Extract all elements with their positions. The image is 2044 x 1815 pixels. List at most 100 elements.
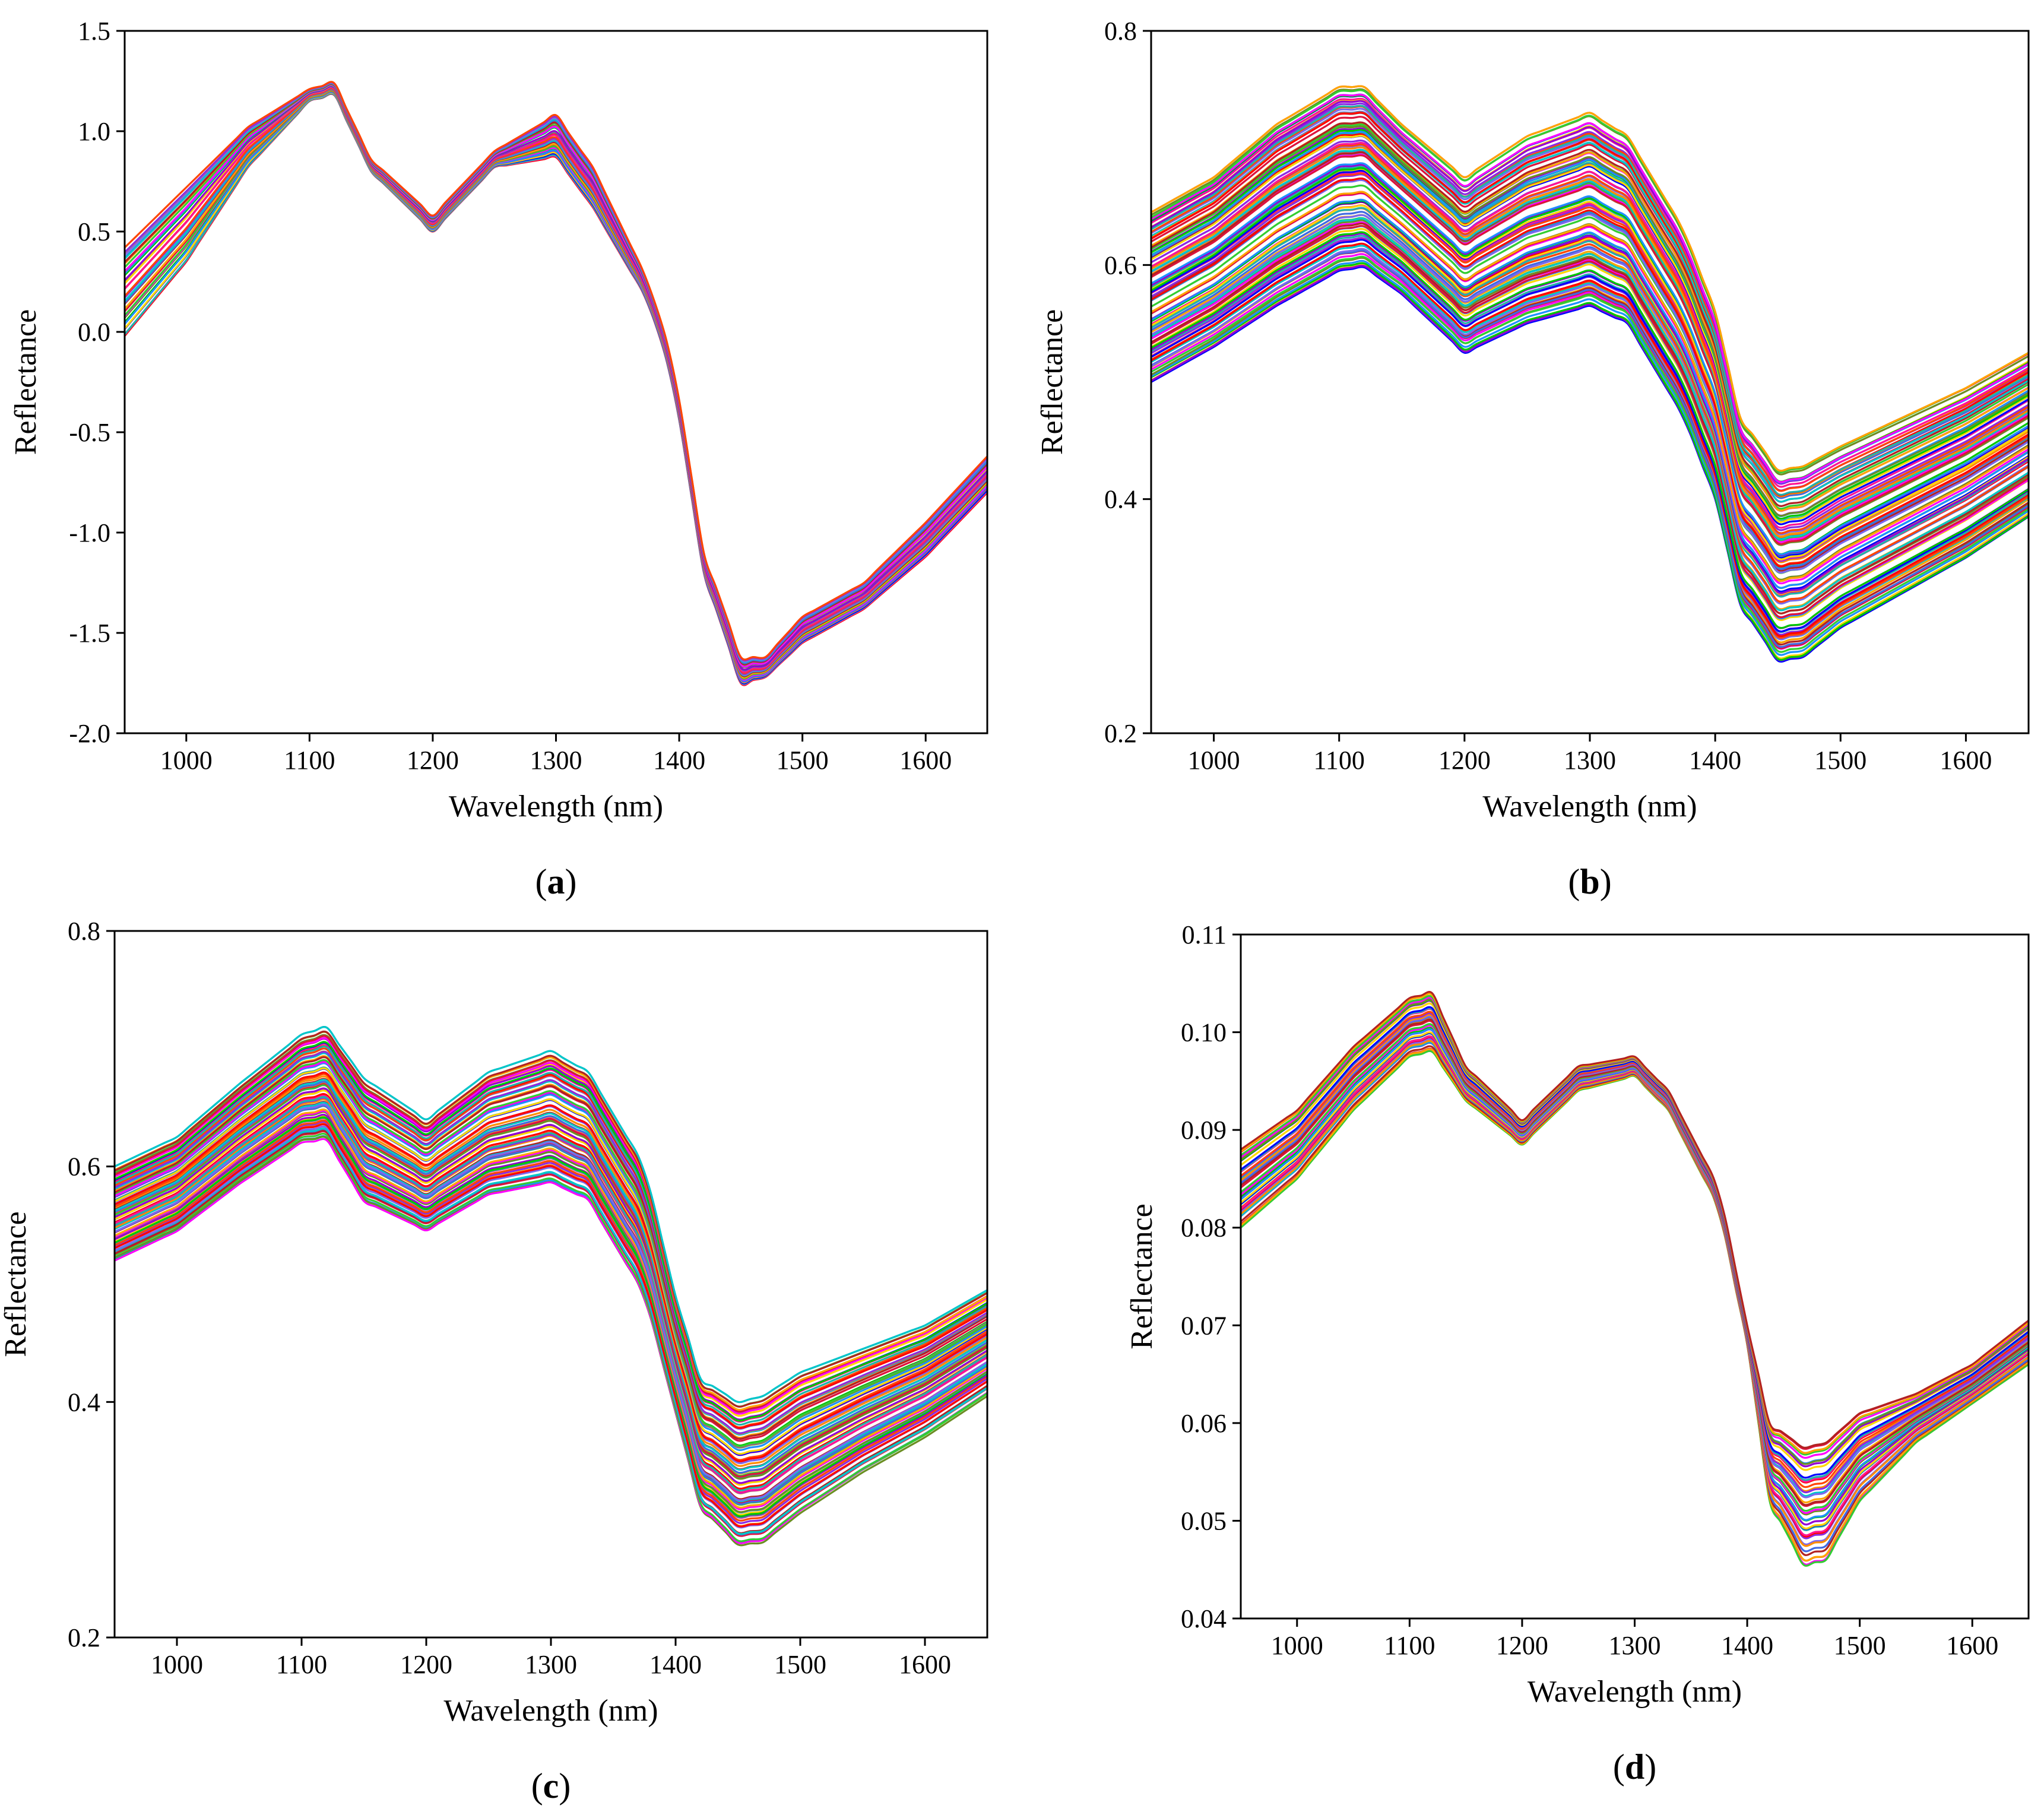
x-tick-label: 1200: [1438, 746, 1491, 775]
panel-label: (a): [535, 862, 577, 901]
series-line: [1241, 1032, 2029, 1529]
series-line: [125, 84, 987, 664]
x-tick-label: 1500: [777, 746, 829, 775]
x-axis-label: Wavelength (nm): [1528, 1675, 1742, 1709]
series-group: [1241, 992, 2029, 1566]
x-tick-label: 1400: [1721, 1631, 1773, 1660]
x-tick-label: 1300: [525, 1650, 577, 1679]
y-tick-label: 0.05: [1181, 1506, 1227, 1535]
x-tick-label: 1600: [899, 746, 952, 775]
chart-panel-a: 1000 1100 1200 1300 1400 1500 1600-2.0-1.5-1.0…: [9, 17, 987, 901]
y-tick-label: 0.07: [1181, 1311, 1227, 1340]
x-tick-label: 1100: [276, 1650, 327, 1679]
y-tick-label: 0.8: [68, 917, 100, 946]
series-line: [1241, 1049, 2029, 1561]
x-tick-label: 1300: [1609, 1631, 1661, 1660]
series-line: [1241, 1036, 2029, 1537]
y-tick-label: 0.2: [68, 1623, 100, 1652]
x-tick-label: 1600: [1940, 746, 1992, 775]
series-line: [125, 86, 987, 669]
y-tick-label: 0.2: [1104, 719, 1137, 748]
x-tick-label: 1100: [284, 746, 335, 775]
x-tick-label: 1300: [1564, 746, 1616, 775]
series-line: [1151, 172, 2029, 562]
x-tick-label: 1500: [1814, 746, 1866, 775]
x-tick-label: 1400: [653, 746, 705, 775]
series-line: [125, 83, 987, 661]
series-group: [125, 82, 987, 685]
series-group: [1151, 86, 2029, 661]
plot-frame: [1241, 935, 2029, 1618]
series-line: [125, 85, 987, 667]
series-line: [125, 88, 987, 673]
x-tick-label: 1000: [1271, 1631, 1323, 1660]
y-tick-label: 0.4: [68, 1388, 100, 1417]
y-tick-label: 0.6: [68, 1152, 100, 1182]
series-line: [125, 87, 987, 670]
series-line: [1241, 1049, 2029, 1561]
chart-panel-d: 1000 1100 1200 1300 1400 1500 16000.040.050.06…: [1125, 920, 2029, 1787]
y-tick-label: 0.11: [1182, 920, 1227, 949]
series-line: [115, 1134, 987, 1541]
panel-label: (c): [531, 1766, 571, 1806]
series-line: [115, 1136, 987, 1545]
chart-panel-c: 1000 1100 1200 1300 1400 1500 16000.20.40.60.8…: [0, 917, 987, 1806]
series-line: [115, 1139, 987, 1543]
series-line: [125, 85, 987, 666]
series-line: [1241, 1033, 2029, 1529]
series-line: [1241, 1037, 2029, 1537]
y-tick-label: -0.5: [69, 418, 110, 447]
x-axis-label: Wavelength (nm): [449, 790, 663, 823]
panel-label: (d): [1613, 1747, 1656, 1787]
x-tick-label: 1300: [530, 746, 582, 775]
series-line: [125, 83, 987, 662]
series-line: [125, 84, 987, 664]
y-axis-label: Reflectance: [9, 309, 43, 455]
y-tick-label: 0.08: [1181, 1214, 1227, 1243]
series-line: [115, 1137, 987, 1543]
y-tick-label: 0.10: [1181, 1018, 1227, 1047]
series-line: [125, 87, 987, 670]
plot-frame: [115, 931, 987, 1637]
series-line: [125, 84, 987, 664]
y-tick-label: 0.4: [1104, 485, 1137, 514]
y-tick-label: 0.0: [78, 318, 110, 347]
series-line: [1241, 1042, 2029, 1546]
y-tick-label: 0.6: [1104, 251, 1137, 280]
x-tick-label: 1200: [400, 1650, 452, 1679]
y-tick-label: -1.0: [69, 518, 110, 547]
series-line: [125, 87, 987, 671]
x-tick-label: 1400: [649, 1650, 702, 1679]
y-tick-label: -1.5: [69, 619, 110, 648]
series-line: [1241, 1051, 2029, 1566]
y-tick-label: 0.06: [1181, 1409, 1227, 1438]
y-tick-label: 1.5: [78, 17, 110, 46]
series-line: [1241, 1050, 2029, 1565]
y-axis-label: Reflectance: [1035, 309, 1069, 455]
x-tick-label: 1500: [774, 1650, 826, 1679]
series-line: [125, 85, 987, 667]
series-line: [1241, 1034, 2029, 1531]
y-tick-label: 0.04: [1181, 1604, 1227, 1633]
series-line: [1241, 1046, 2029, 1555]
series-line: [125, 83, 987, 663]
series-line: [1241, 1040, 2029, 1544]
series-line: [1241, 1041, 2029, 1546]
y-tick-label: 0.5: [78, 217, 110, 246]
series-line: [125, 83, 987, 661]
x-axis-label: Wavelength (nm): [443, 1694, 658, 1728]
series-line: [125, 93, 987, 683]
series-line: [125, 87, 987, 671]
x-tick-label: 1000: [160, 746, 213, 775]
x-tick-label: 1100: [1314, 746, 1365, 775]
y-tick-label: 1.0: [78, 117, 110, 146]
x-tick-label: 1000: [1188, 746, 1240, 775]
y-tick-label: -2.0: [69, 719, 110, 748]
x-axis-label: Wavelength (nm): [1482, 790, 1697, 823]
y-axis-label: Reflectance: [0, 1211, 33, 1357]
y-tick-label: 0.09: [1181, 1116, 1227, 1145]
panel-label: (b): [1568, 862, 1611, 901]
y-tick-label: 0.8: [1104, 17, 1137, 46]
x-tick-label: 1600: [1946, 1631, 1998, 1660]
